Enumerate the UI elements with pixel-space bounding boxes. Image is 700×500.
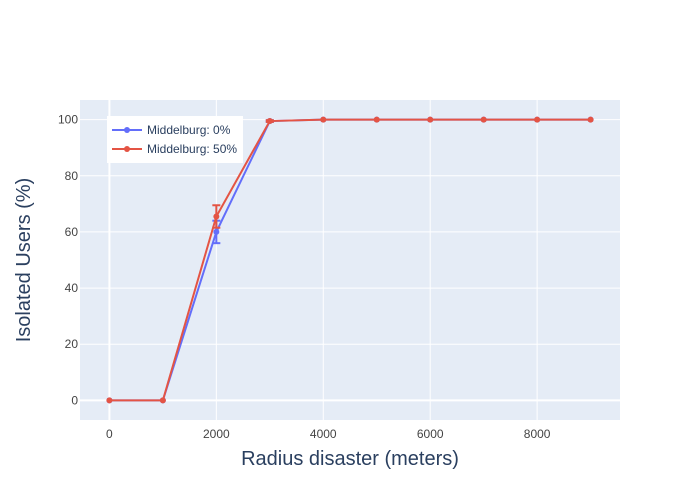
x-axis-ticks: 0 2000 4000 6000 8000 bbox=[106, 427, 551, 441]
data-point[interactable] bbox=[320, 116, 327, 123]
y-tick-label: 80 bbox=[65, 169, 79, 183]
legend[interactable]: Middelburg: 0% Middelburg: 50% bbox=[107, 116, 243, 163]
y-tick-label: 0 bbox=[71, 393, 78, 407]
data-point[interactable] bbox=[427, 116, 434, 123]
y-tick-label: 20 bbox=[65, 337, 79, 351]
y-axis-ticks: 0 20 40 60 80 100 bbox=[58, 113, 78, 408]
legend-item[interactable]: Middelburg: 50% bbox=[112, 142, 237, 156]
legend-label: Middelburg: 50% bbox=[147, 142, 237, 156]
legend-box bbox=[107, 116, 243, 163]
legend-swatch-marker bbox=[124, 127, 130, 133]
x-tick-label: 6000 bbox=[417, 427, 444, 441]
data-point[interactable] bbox=[266, 118, 273, 125]
data-point[interactable] bbox=[587, 116, 594, 123]
x-tick-label: 0 bbox=[106, 427, 113, 441]
series-2 bbox=[106, 116, 594, 404]
legend-item[interactable]: Middelburg: 0% bbox=[112, 123, 231, 137]
x-axis-title: Radius disaster (meters) bbox=[241, 448, 459, 470]
x-tick-label: 4000 bbox=[310, 427, 337, 441]
y-tick-label: 60 bbox=[65, 225, 79, 239]
legend-label: Middelburg: 0% bbox=[147, 123, 231, 137]
y-tick-label: 40 bbox=[65, 281, 79, 295]
x-tick-label: 8000 bbox=[524, 427, 551, 441]
series-line bbox=[109, 118, 591, 402]
data-point[interactable] bbox=[534, 116, 541, 123]
data-point[interactable] bbox=[159, 397, 166, 404]
data-point[interactable] bbox=[213, 228, 220, 235]
data-point[interactable] bbox=[480, 116, 487, 123]
y-axis-title: Isolated Users (%) bbox=[13, 178, 35, 343]
series-group bbox=[106, 116, 594, 404]
x-tick-label: 2000 bbox=[203, 427, 230, 441]
data-point[interactable] bbox=[373, 116, 380, 123]
data-point[interactable] bbox=[106, 397, 113, 404]
data-point[interactable] bbox=[213, 213, 220, 220]
y-tick-label: 100 bbox=[58, 113, 78, 127]
legend-swatch-marker bbox=[124, 146, 130, 152]
